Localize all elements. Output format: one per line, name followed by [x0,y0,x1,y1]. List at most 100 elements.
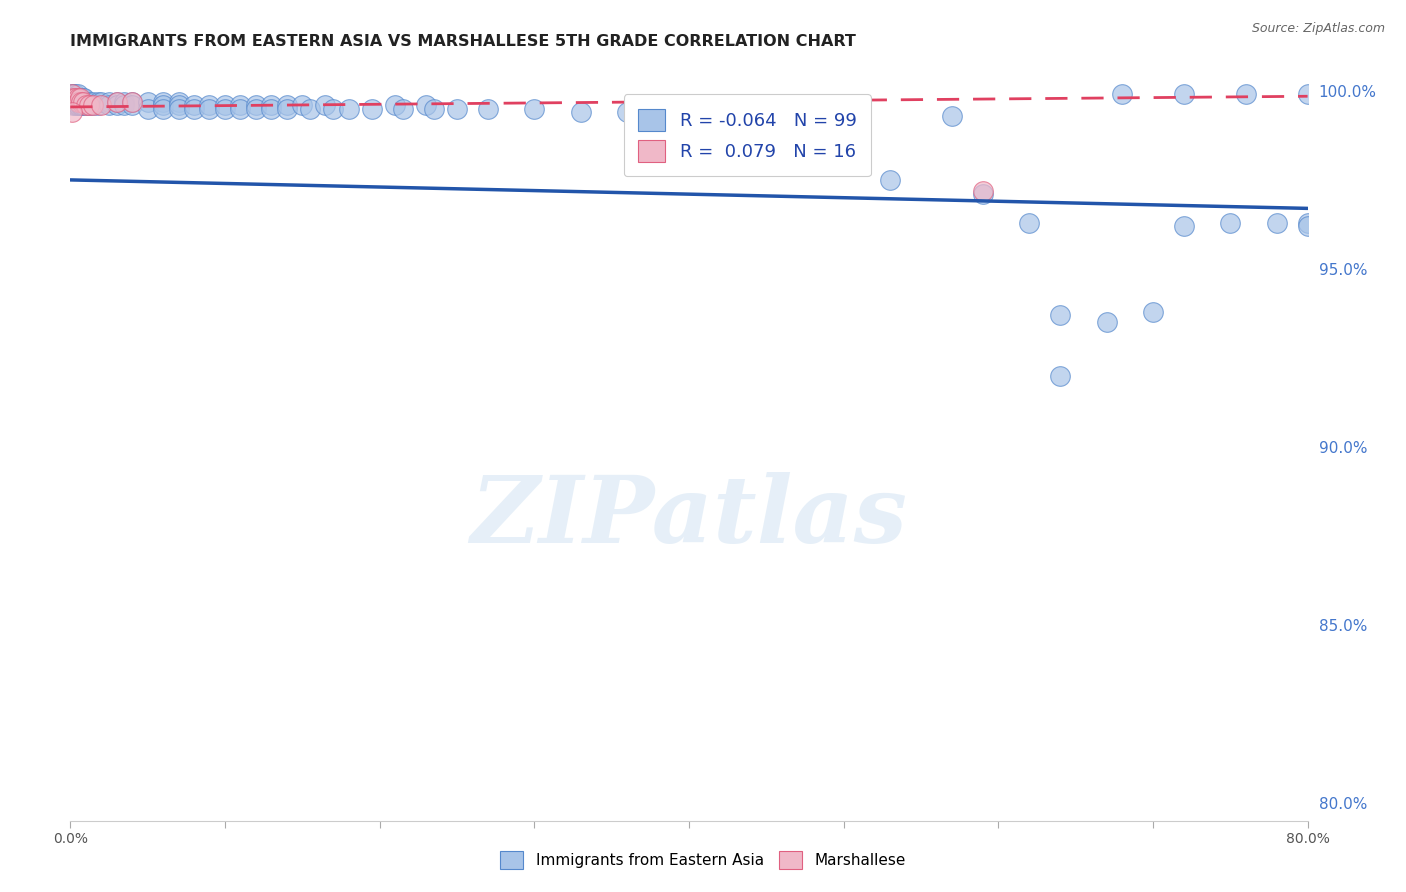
Point [276,102,298,116]
Point [77,98,100,112]
Point [72,91,94,105]
Point [167,98,190,112]
Point [446,102,468,116]
Point [63,87,86,102]
Point [315,98,337,112]
Point [65,98,87,112]
Point [671,105,693,120]
Point [198,102,221,116]
Point [245,102,267,116]
Point [65,91,87,105]
Point [167,102,190,116]
Point [136,95,159,109]
Point [60,105,83,120]
Y-axis label: 5th Grade: 5th Grade [0,407,7,476]
Point [67,98,90,112]
Point [67,95,90,109]
Point [87,95,110,109]
Point [73,91,96,105]
Point [70,91,93,105]
Point [63,95,86,109]
Point [62,91,84,105]
Point [62,98,84,112]
Point [1265,216,1288,230]
Point [1095,315,1118,329]
Point [70,95,93,109]
Point [879,173,901,187]
Point [82,98,105,112]
Point [214,98,236,112]
Point [245,98,267,112]
Point [1219,216,1241,230]
Point [75,98,97,112]
Point [98,98,120,112]
Point [60,95,83,109]
Text: IMMIGRANTS FROM EASTERN ASIA VS MARSHALLESE 5TH GRADE CORRELATION CHART: IMMIGRANTS FROM EASTERN ASIA VS MARSHALL… [70,34,856,49]
Point [114,98,135,112]
Point [65,95,87,109]
Point [1111,87,1133,102]
Point [322,102,344,116]
Point [1173,87,1195,102]
Legend: R = -0.064   N = 99, R =  0.079   N = 16: R = -0.064 N = 99, R = 0.079 N = 16 [624,95,872,177]
Point [67,91,90,105]
Point [60,87,83,102]
Point [1296,87,1319,102]
Point [941,109,963,123]
Point [1296,219,1319,234]
Point [62,95,84,109]
Point [82,98,105,112]
Point [477,102,499,116]
Point [709,105,731,120]
Point [87,98,110,112]
Point [198,98,221,112]
Point [69,91,91,105]
Point [1049,368,1071,383]
Point [105,98,128,112]
Point [1049,308,1071,322]
Point [60,91,83,105]
Point [69,98,91,112]
Point [63,91,86,105]
Point [1296,216,1319,230]
Point [105,95,128,109]
Point [67,95,90,109]
Point [183,98,205,112]
Point [152,98,174,112]
Point [121,95,143,109]
Point [229,102,252,116]
Point [62,91,84,105]
Point [114,95,135,109]
Point [183,102,205,116]
Point [1234,87,1257,102]
Point [70,95,93,109]
Point [337,102,360,116]
Legend: Immigrants from Eastern Asia, Marshallese: Immigrants from Eastern Asia, Marshalles… [495,845,911,875]
Point [662,102,685,116]
Point [291,98,314,112]
Text: ZIPatlas: ZIPatlas [471,473,907,562]
Point [77,98,100,112]
Point [72,98,94,112]
Point [90,98,112,112]
Point [105,95,128,109]
Point [392,102,415,116]
Point [75,95,97,109]
Point [755,105,778,120]
Text: Source: ZipAtlas.com: Source: ZipAtlas.com [1251,22,1385,36]
Point [1018,216,1040,230]
Point [260,98,283,112]
Point [98,95,120,109]
Point [229,98,252,112]
Point [121,95,143,109]
Point [67,91,90,105]
Point [972,184,994,198]
Point [121,98,143,112]
Point [1142,304,1164,318]
Point [616,105,638,120]
Point [523,102,546,116]
Point [1173,219,1195,234]
Point [152,102,174,116]
Point [69,91,91,105]
Point [82,95,105,109]
